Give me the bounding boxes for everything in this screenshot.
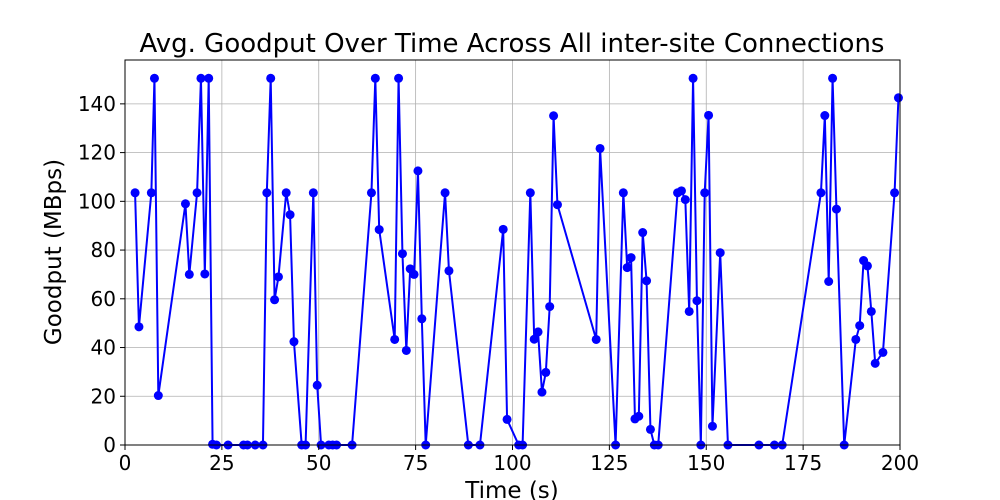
- data-point: [692, 296, 702, 306]
- data-point: [308, 188, 318, 198]
- x-tick-label: 25: [209, 451, 234, 475]
- x-tick-label: 125: [590, 451, 628, 475]
- data-point: [707, 421, 717, 431]
- data-point: [146, 188, 156, 198]
- x-tick-label: 150: [687, 451, 725, 475]
- y-tick-label: 140: [78, 92, 116, 116]
- data-point: [533, 327, 543, 337]
- data-point: [545, 302, 555, 312]
- data-point: [688, 73, 698, 83]
- x-tick-label: 50: [306, 451, 331, 475]
- data-point: [618, 188, 628, 198]
- data-point: [529, 334, 539, 344]
- data-point: [525, 188, 535, 198]
- data-point: [397, 249, 407, 259]
- data-point: [638, 228, 648, 238]
- data-point: [851, 334, 861, 344]
- data-point: [281, 188, 291, 198]
- data-point: [270, 295, 280, 305]
- data-point: [816, 188, 826, 198]
- data-point: [413, 166, 423, 176]
- y-tick-label: 100: [78, 189, 116, 213]
- data-point: [417, 314, 427, 324]
- data-point: [196, 73, 206, 83]
- y-axis-label: Goodput (MBps): [41, 159, 67, 345]
- data-point: [541, 367, 551, 377]
- data-point: [498, 224, 508, 234]
- data-point: [149, 73, 159, 83]
- x-tick-label: 200: [881, 451, 919, 475]
- data-point: [862, 261, 872, 271]
- data-point: [893, 93, 903, 103]
- data-point: [890, 188, 900, 198]
- data-point: [409, 269, 419, 279]
- x-tick-label: 175: [784, 451, 822, 475]
- data-point: [537, 387, 547, 397]
- data-point: [634, 411, 644, 421]
- data-point: [595, 143, 605, 153]
- data-point: [622, 263, 632, 273]
- data-point: [828, 73, 838, 83]
- data-point: [591, 334, 601, 344]
- data-point: [285, 210, 295, 220]
- data-point: [715, 248, 725, 258]
- data-point: [370, 73, 380, 83]
- data-point: [642, 276, 652, 286]
- data-point: [704, 110, 714, 120]
- data-point: [266, 73, 276, 83]
- y-tick-label: 60: [91, 287, 116, 311]
- data-point: [200, 269, 210, 279]
- data-point: [390, 334, 400, 344]
- data-point: [684, 306, 694, 316]
- axis-ticks: 0 25 50 75 100 125 150 175 200 0 20 40 60 80 100 120 140: [78, 92, 919, 475]
- data-point: [820, 111, 830, 121]
- series-goodput: [130, 73, 903, 450]
- data-point: [626, 253, 636, 263]
- data-point: [645, 424, 655, 434]
- chart-title: Avg. Goodput Over Time Across All inter-…: [140, 29, 885, 59]
- data-point: [680, 195, 690, 205]
- data-point: [401, 345, 411, 355]
- data-point: [824, 276, 834, 286]
- data-point: [184, 269, 194, 279]
- data-point: [192, 188, 202, 198]
- grid: [124, 60, 901, 446]
- data-point: [262, 188, 272, 198]
- data-point: [204, 73, 214, 83]
- data-point: [855, 321, 865, 331]
- data-point: [289, 337, 299, 347]
- data-point: [153, 391, 163, 401]
- y-tick-label: 120: [78, 141, 116, 165]
- series-line: [134, 77, 900, 446]
- data-point: [549, 111, 559, 121]
- data-point: [878, 347, 888, 357]
- data-point: [552, 200, 562, 210]
- x-tick-label: 100: [493, 451, 531, 475]
- data-point: [130, 188, 140, 198]
- data-point: [273, 272, 283, 282]
- data-point: [700, 188, 710, 198]
- data-point: [502, 414, 512, 424]
- x-tick-label: 0: [119, 451, 132, 475]
- y-tick-label: 80: [91, 238, 116, 262]
- data-point: [831, 204, 841, 214]
- data-point: [676, 186, 686, 196]
- data-point: [866, 306, 876, 316]
- data-point: [366, 188, 376, 198]
- data-point: [374, 225, 384, 235]
- data-point: [180, 199, 190, 209]
- y-tick-label: 40: [91, 336, 116, 360]
- data-point: [440, 188, 450, 198]
- y-tick-label: 0: [103, 433, 116, 457]
- data-point: [134, 322, 144, 332]
- x-axis-label: Time (s): [464, 478, 559, 500]
- y-tick-label: 20: [91, 384, 116, 408]
- data-point: [312, 380, 322, 390]
- data-point: [444, 266, 454, 276]
- data-point: [870, 358, 880, 368]
- data-point: [394, 73, 404, 83]
- x-tick-label: 75: [403, 451, 428, 475]
